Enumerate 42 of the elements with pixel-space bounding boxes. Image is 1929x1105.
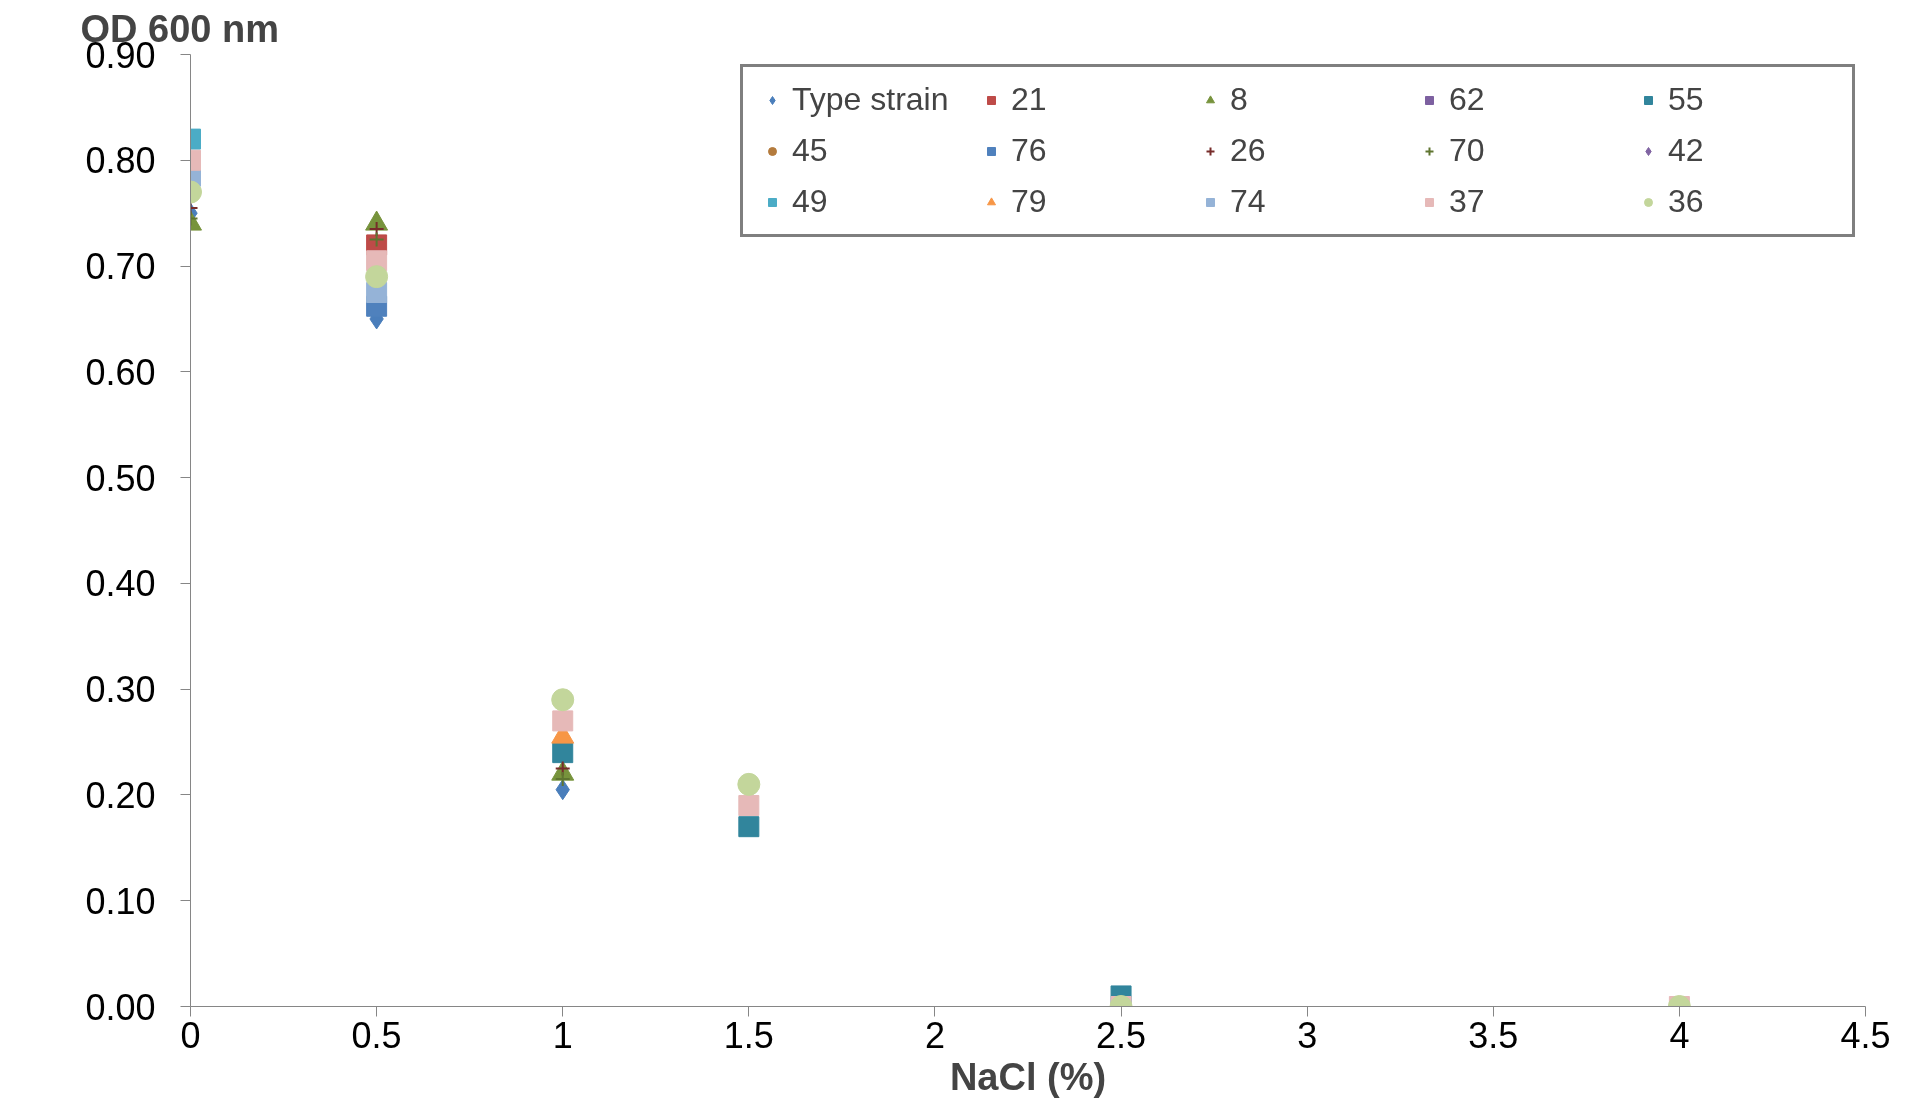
legend-label: 62 [1449,81,1486,118]
y-tick-label: 0.40 [85,563,156,605]
x-tick-label: 0 [180,1014,201,1056]
point [551,688,575,712]
x-tick-label: 3.5 [1468,1014,1519,1056]
y-tick-label: 0.10 [85,880,156,922]
point [552,742,574,764]
y-tick-label: 0.30 [85,669,156,711]
x-tick-label: 3 [1297,1014,1318,1056]
x-tick-label: 4.5 [1840,1014,1891,1056]
point [738,795,760,817]
point [737,772,761,796]
legend-label: 36 [1668,183,1705,220]
x-tick-label: 4 [1669,1014,1690,1056]
point [552,710,574,732]
legend-label: 8 [1230,81,1249,118]
y-tick-label: 0.60 [85,351,156,393]
y-tick-label: 0.70 [85,246,156,288]
legend-label: 79 [1011,183,1048,220]
legend-label: 55 [1668,81,1705,118]
y-tick-label: 0.80 [85,140,156,182]
x-tick-label: 2.5 [1096,1014,1147,1056]
x-tick-label: 1 [552,1014,573,1056]
point [365,265,389,289]
legend-label: 76 [1011,132,1048,169]
legend-label: 49 [792,183,829,220]
legend-label: 74 [1230,183,1267,220]
x-axis-title: NaCl (%) [949,1055,1107,1098]
x-tick-label: 2 [924,1014,945,1056]
legend-label: 21 [1011,81,1048,118]
legend-label: Type strain [792,81,950,118]
y-tick-label: 0.20 [85,774,156,816]
legend-label: 37 [1449,183,1486,220]
point [738,816,760,838]
legend-label: 42 [1668,132,1705,169]
legend-label: 45 [792,132,829,169]
x-tick-label: 0.5 [351,1014,402,1056]
y-tick-label: 0.50 [85,457,156,499]
x-tick-label: 1.5 [723,1014,774,1056]
legend-label: 70 [1449,132,1486,169]
legend-label: 26 [1230,132,1267,169]
y-tick-label: 0.00 [85,986,156,1028]
